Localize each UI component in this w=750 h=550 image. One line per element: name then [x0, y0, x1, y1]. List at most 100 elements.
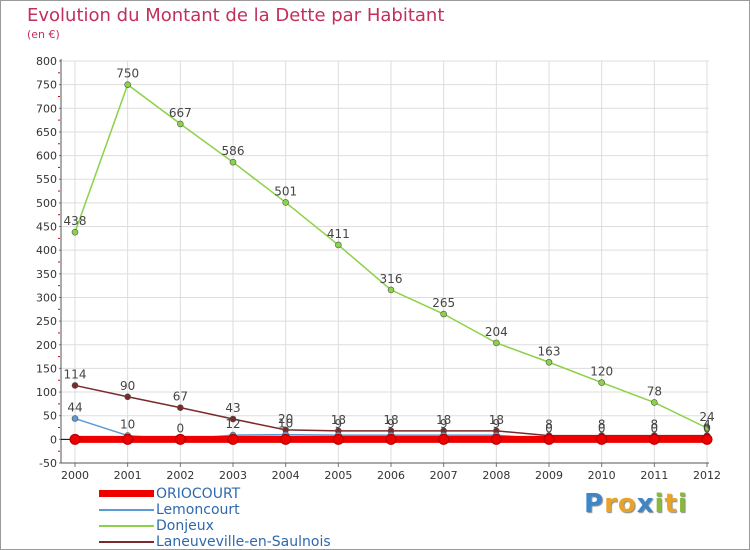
data-label-laneuveville-en-saulnois-2011: 8	[651, 418, 659, 432]
y-tick-label-550: 550	[36, 173, 57, 186]
point-laneuveville-en-saulnois-2000	[71, 382, 79, 389]
data-label-lemoncourt-2004: 10	[278, 417, 293, 431]
data-label-lemoncourt-2005: 9	[335, 417, 343, 431]
legend-label-laneuveville-en-saulnois: Laneuveville-en-Saulnois	[156, 534, 331, 550]
x-tick-label-2000: 2000	[61, 469, 89, 482]
legend-swatch-oriocourt	[99, 490, 154, 497]
point-donjeux-2009	[545, 358, 553, 366]
data-label-lemoncourt-2002: 0	[177, 421, 185, 435]
point-donjeux-2001	[124, 81, 131, 88]
point-oriocourt-2006	[385, 433, 397, 445]
chart-subtitle: (en €)	[27, 28, 60, 41]
point-oriocourt-2001	[122, 433, 134, 445]
x-tick-label-2012: 2012	[693, 469, 721, 482]
y-tick-label-400: 400	[36, 244, 57, 257]
data-label-lemoncourt-2009: 0	[545, 421, 553, 435]
point-donjeux-2003	[229, 158, 237, 166]
data-label-donjeux-2008: 204	[485, 325, 508, 339]
point-laneuveville-en-saulnois-2002	[177, 404, 184, 411]
data-label-lemoncourt-2003: 12	[225, 417, 240, 431]
data-label-donjeux-2001: 750	[116, 67, 139, 81]
x-tick-label-2011: 2011	[640, 469, 668, 482]
point-donjeux-2012	[703, 424, 711, 432]
data-label-laneuveville-en-saulnois-2005: 18	[331, 413, 346, 427]
point-laneuveville-en-saulnois-2003	[229, 415, 237, 423]
data-label-donjeux-2007: 265	[432, 296, 455, 310]
point-oriocourt-2003	[227, 433, 239, 445]
x-tick-label-2005: 2005	[324, 469, 352, 482]
logo-letter-2: o	[617, 489, 637, 519]
data-label-donjeux-2003: 586	[222, 144, 245, 158]
y-tick-label-50: 50	[43, 410, 57, 423]
y-tick-label--50: -50	[39, 457, 57, 470]
data-label-lemoncourt-2006: 9	[387, 417, 395, 431]
legend-label-oriocourt: ORIOCOURT	[156, 486, 241, 502]
point-donjeux-2005	[335, 241, 342, 249]
point-oriocourt-2010	[596, 433, 608, 445]
data-label-laneuveville-en-saulnois-2008: 18	[489, 413, 504, 427]
logo-letter-4: i	[654, 489, 665, 519]
point-oriocourt-2007	[438, 433, 450, 445]
data-label-lemoncourt-2011: 0	[651, 421, 659, 435]
y-tick-label-250: 250	[36, 315, 57, 328]
data-label-donjeux-2011: 78	[647, 384, 662, 398]
point-donjeux-2000	[71, 228, 79, 236]
point-oriocourt-2009	[543, 433, 555, 445]
legend-label-donjeux: Donjeux	[156, 518, 214, 534]
data-label-lemoncourt-2010: 0	[598, 421, 606, 435]
data-label-laneuveville-en-saulnois-2002: 67	[173, 390, 188, 404]
point-oriocourt-2000	[69, 433, 81, 445]
data-label-laneuveville-en-saulnois-2003: 43	[225, 401, 240, 415]
x-tick-label-2004: 2004	[272, 469, 300, 482]
proxiti-logo: Proxiti	[584, 489, 688, 519]
data-label-donjeux-2012: 24	[699, 410, 714, 424]
point-oriocourt-2008	[490, 433, 502, 445]
point-oriocourt-2005	[332, 433, 344, 445]
point-oriocourt-2012	[701, 433, 713, 445]
point-donjeux-2010	[598, 379, 605, 386]
legend-swatch-lemoncourt	[99, 509, 154, 511]
x-tick-label-2006: 2006	[377, 469, 405, 482]
y-tick-label-200: 200	[36, 339, 57, 352]
data-label-donjeux-2004: 501	[274, 184, 297, 198]
point-lemoncourt-2000	[71, 415, 79, 422]
chart-title: Evolution du Montant de la Dette par Hab…	[27, 5, 445, 26]
y-tick-label-650: 650	[36, 126, 57, 139]
data-label-lemoncourt-2008: 9	[493, 417, 501, 431]
legend-swatch-donjeux	[99, 525, 154, 527]
logo-letter-1: r	[604, 489, 618, 519]
x-tick-label-2007: 2007	[430, 469, 458, 482]
data-label-laneuveville-en-saulnois-2009: 8	[545, 418, 553, 432]
point-laneuveville-en-saulnois-2001	[124, 393, 131, 401]
data-label-laneuveville-en-saulnois-2001: 90	[120, 379, 135, 393]
y-tick-label-150: 150	[36, 362, 57, 375]
x-tick-label-2010: 2010	[588, 469, 616, 482]
point-oriocourt-2011	[648, 433, 660, 445]
data-label-laneuveville-en-saulnois-2004: 20	[278, 412, 293, 426]
data-label-donjeux-2002: 667	[169, 106, 192, 120]
y-tick-label-800: 800	[36, 55, 57, 68]
legend-label-lemoncourt: Lemoncourt	[156, 502, 240, 518]
y-tick-label-350: 350	[36, 268, 57, 281]
data-label-lemoncourt-2001: 10	[120, 418, 135, 432]
y-tick-label-600: 600	[36, 150, 57, 163]
data-label-donjeux-2005: 411	[327, 227, 350, 241]
point-donjeux-2011	[651, 399, 658, 406]
data-label-donjeux-2010: 120	[590, 365, 613, 379]
data-label-lemoncourt-2000: 44	[67, 401, 82, 415]
data-label-laneuveville-en-saulnois-2012: 4	[703, 418, 711, 432]
logo-letter-0: P	[584, 489, 605, 519]
point-donjeux-2008	[493, 339, 500, 347]
data-label-lemoncourt-2012: 0	[703, 421, 711, 435]
logo-letter-3: x	[636, 489, 655, 519]
data-label-laneuveville-en-saulnois-2000: 114	[64, 367, 87, 381]
data-label-donjeux-2006: 316	[380, 272, 403, 286]
x-tick-label-2009: 2009	[535, 469, 563, 482]
legend-swatch-laneuveville-en-saulnois	[99, 541, 154, 543]
data-label-laneuveville-en-saulnois-2006: 18	[383, 413, 398, 427]
y-tick-label-100: 100	[36, 386, 57, 399]
y-tick-label-300: 300	[36, 291, 57, 304]
point-oriocourt-2004	[280, 433, 292, 445]
